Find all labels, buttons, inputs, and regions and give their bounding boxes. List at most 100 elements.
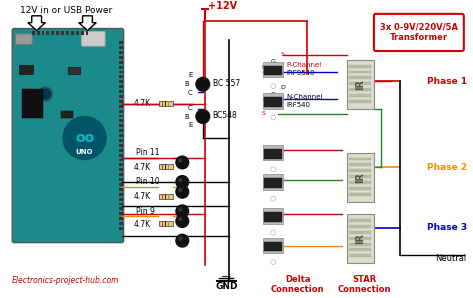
Circle shape (179, 188, 182, 191)
Circle shape (271, 196, 276, 201)
Circle shape (41, 89, 50, 99)
Bar (119, 75, 123, 78)
Bar (168, 101, 169, 106)
Bar (119, 41, 123, 44)
Text: B: B (185, 81, 190, 87)
Bar (32, 32, 35, 35)
Circle shape (271, 115, 276, 120)
Bar (119, 173, 123, 176)
Bar (119, 159, 123, 162)
Bar (119, 95, 123, 98)
Text: 4.7K: 4.7K (134, 192, 151, 201)
Bar (350, 175, 371, 178)
Bar (19, 65, 33, 74)
Bar (119, 203, 123, 205)
Bar (119, 163, 123, 166)
Bar (119, 207, 123, 210)
Bar (350, 71, 371, 74)
Bar (350, 187, 371, 190)
Bar (159, 221, 173, 226)
Text: IR: IR (355, 172, 365, 183)
Bar (350, 254, 371, 257)
Bar (119, 227, 123, 230)
Circle shape (176, 205, 189, 218)
Bar (119, 90, 123, 93)
Text: Pin 9: Pin 9 (136, 207, 155, 216)
Bar (119, 188, 123, 191)
Bar (263, 93, 283, 109)
Polygon shape (79, 16, 96, 30)
Bar (119, 149, 123, 152)
Bar (350, 100, 371, 103)
Text: C: C (188, 105, 193, 111)
Text: D: D (261, 65, 266, 70)
Bar (119, 80, 123, 83)
Bar (350, 231, 371, 234)
Bar (119, 61, 123, 64)
Bar (46, 32, 49, 35)
Bar (263, 208, 283, 224)
Text: Phase 3: Phase 3 (427, 224, 467, 232)
Text: Delta
Connection: Delta Connection (271, 275, 324, 294)
Circle shape (271, 167, 276, 172)
Text: P-Channel: P-Channel (286, 62, 321, 68)
Bar (263, 145, 283, 161)
Bar (119, 110, 123, 113)
Circle shape (179, 208, 182, 211)
Bar (119, 124, 123, 127)
Text: Electronics-project-hub.com: Electronics-project-hub.com (12, 276, 120, 285)
Bar (264, 149, 282, 159)
Bar (168, 194, 169, 198)
Bar (350, 65, 371, 68)
Circle shape (179, 218, 182, 221)
Bar (119, 66, 123, 69)
Bar (119, 139, 123, 142)
Bar (22, 89, 44, 119)
Bar (263, 174, 283, 190)
Text: GND: GND (215, 282, 237, 291)
Bar (80, 32, 84, 35)
Bar (71, 32, 74, 35)
Text: Pin 10: Pin 10 (136, 178, 160, 187)
Circle shape (179, 159, 182, 162)
Bar (119, 114, 123, 117)
Circle shape (196, 110, 210, 123)
Bar (159, 164, 173, 169)
Bar (350, 181, 371, 184)
Bar (76, 32, 79, 35)
Bar (350, 82, 371, 85)
Text: STAR
Connection: STAR Connection (337, 275, 391, 294)
Bar (119, 178, 123, 181)
Circle shape (176, 215, 189, 227)
Text: IRF9540: IRF9540 (286, 69, 315, 75)
Bar (119, 154, 123, 156)
Bar (350, 243, 371, 246)
Circle shape (196, 77, 210, 91)
Bar (119, 222, 123, 225)
Text: D: D (280, 85, 285, 90)
Bar (162, 164, 164, 169)
Bar (350, 169, 371, 172)
Text: 3x 0-9V/220V/5A
Transformer: 3x 0-9V/220V/5A Transformer (380, 23, 458, 42)
Bar (350, 237, 371, 240)
Bar (119, 105, 123, 108)
Text: UNO: UNO (76, 149, 93, 155)
Text: E: E (188, 72, 193, 78)
Text: BC 557: BC 557 (212, 79, 240, 88)
Bar (162, 221, 164, 226)
Bar (119, 134, 123, 137)
Bar (119, 119, 123, 122)
Bar (347, 60, 374, 109)
Bar (119, 198, 123, 201)
Bar (61, 32, 64, 35)
Text: IRF540: IRF540 (286, 102, 310, 108)
Bar (119, 71, 123, 74)
Bar (165, 101, 166, 106)
Text: Neutral: Neutral (436, 254, 467, 263)
Circle shape (24, 89, 34, 99)
Text: Phase 2: Phase 2 (427, 163, 467, 172)
Bar (119, 144, 123, 147)
Bar (264, 97, 282, 107)
Text: N-Channel: N-Channel (286, 94, 323, 100)
Bar (264, 242, 282, 252)
